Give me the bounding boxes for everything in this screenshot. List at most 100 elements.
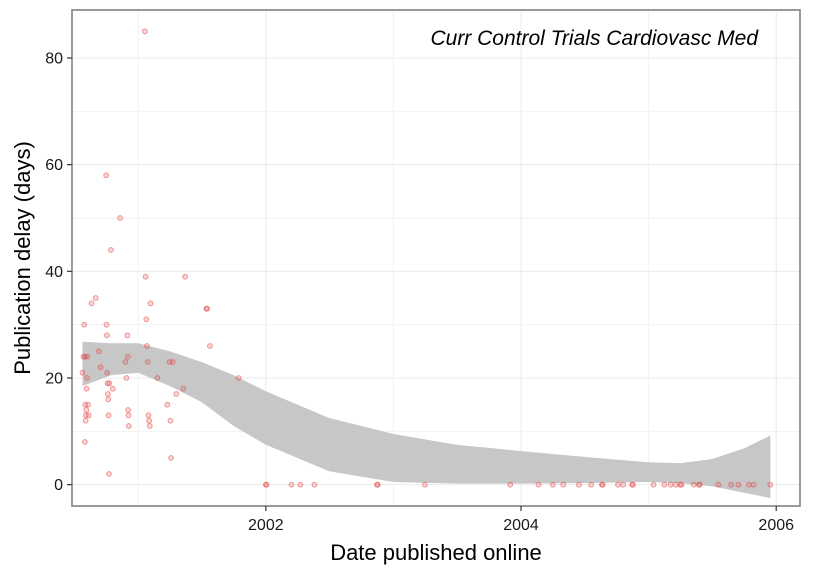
data-point [715, 481, 722, 488]
data-point [311, 481, 318, 488]
data-point [650, 481, 657, 488]
data-point [288, 481, 295, 488]
data-point [620, 481, 627, 488]
y-axis-title: Publication delay (days) [10, 141, 35, 375]
data-point [92, 295, 99, 301]
data-point [560, 481, 567, 488]
data-point [82, 439, 88, 445]
y-tick-label: 80 [45, 51, 63, 68]
data-point [696, 481, 703, 488]
data-point [767, 481, 774, 488]
smooth-confidence-band [82, 341, 771, 498]
data-point [207, 343, 213, 349]
data-point [142, 28, 148, 35]
data-point [83, 385, 90, 392]
data-point [104, 332, 110, 339]
data-point [143, 316, 150, 323]
x-tick-labels: 2002 2004 2006 [248, 517, 794, 534]
data-point [728, 481, 734, 488]
smooth-band-layer [82, 341, 771, 498]
data-point [79, 369, 86, 376]
data-point [105, 412, 112, 419]
x-axis-title: Date published online [330, 540, 542, 565]
data-point [142, 273, 149, 280]
data-point [154, 375, 161, 381]
data-points [79, 28, 774, 488]
data-point [549, 481, 556, 488]
data-point [146, 423, 153, 429]
data-point [103, 172, 110, 179]
data-point [82, 417, 89, 424]
data-point [146, 417, 153, 424]
data-point [169, 359, 176, 365]
data-point [164, 401, 171, 408]
data-point [588, 481, 594, 488]
data-point [235, 375, 242, 381]
data-point [124, 332, 131, 339]
data-point [576, 481, 582, 488]
y-tick-labels: 0 20 40 60 80 [45, 51, 63, 495]
data-point [84, 353, 91, 360]
data-point [661, 481, 668, 488]
data-point [124, 353, 131, 360]
panel-border [71, 9, 801, 507]
x-tick-label: 2004 [503, 517, 539, 534]
data-point [95, 348, 102, 355]
data-point [168, 455, 175, 461]
data-point [106, 471, 112, 477]
data-point [750, 481, 757, 488]
x-tick-label: 2006 [758, 517, 794, 534]
data-point [599, 481, 606, 488]
data-point [105, 391, 111, 397]
data-point [125, 407, 132, 413]
data-point [84, 375, 90, 381]
data-point [145, 412, 152, 419]
data-point [507, 481, 514, 488]
data-point [105, 396, 112, 403]
data-point [85, 401, 91, 408]
data-point [123, 375, 130, 381]
data-point [297, 481, 304, 488]
data-point [88, 300, 95, 307]
data-point [667, 481, 674, 488]
data-point [615, 481, 621, 488]
data-point [144, 343, 150, 349]
y-tick-label: 60 [45, 157, 63, 174]
data-point [535, 481, 542, 488]
data-point [735, 481, 742, 488]
data-point [125, 423, 132, 429]
data-point [103, 321, 110, 328]
data-point [104, 369, 111, 376]
data-point [81, 321, 88, 328]
data-point [180, 385, 187, 392]
y-tick-label: 0 [54, 477, 63, 494]
data-point [167, 417, 174, 424]
minor-gridlines [72, 10, 800, 506]
data-point [204, 305, 211, 312]
data-point [106, 380, 113, 387]
data-point [422, 481, 428, 488]
data-point [144, 359, 151, 365]
data-point [173, 391, 180, 397]
data-point [125, 412, 132, 419]
data-point [109, 385, 116, 392]
data-point [83, 407, 90, 413]
data-point [678, 481, 685, 488]
data-point [182, 273, 189, 280]
data-point [374, 481, 381, 488]
data-point [108, 247, 114, 253]
axis-ticks [67, 57, 777, 511]
y-tick-label: 20 [45, 371, 63, 388]
data-point [122, 359, 129, 365]
x-tick-label: 2002 [248, 517, 284, 534]
data-point [117, 215, 123, 221]
data-point [630, 481, 636, 488]
data-point [690, 481, 697, 488]
data-point [263, 481, 270, 488]
data-point [104, 380, 111, 387]
data-point [147, 300, 154, 307]
data-point [85, 412, 92, 419]
chart-annotation: Curr Control Trials Cardiovasc Med [430, 27, 759, 50]
data-point [673, 481, 679, 488]
